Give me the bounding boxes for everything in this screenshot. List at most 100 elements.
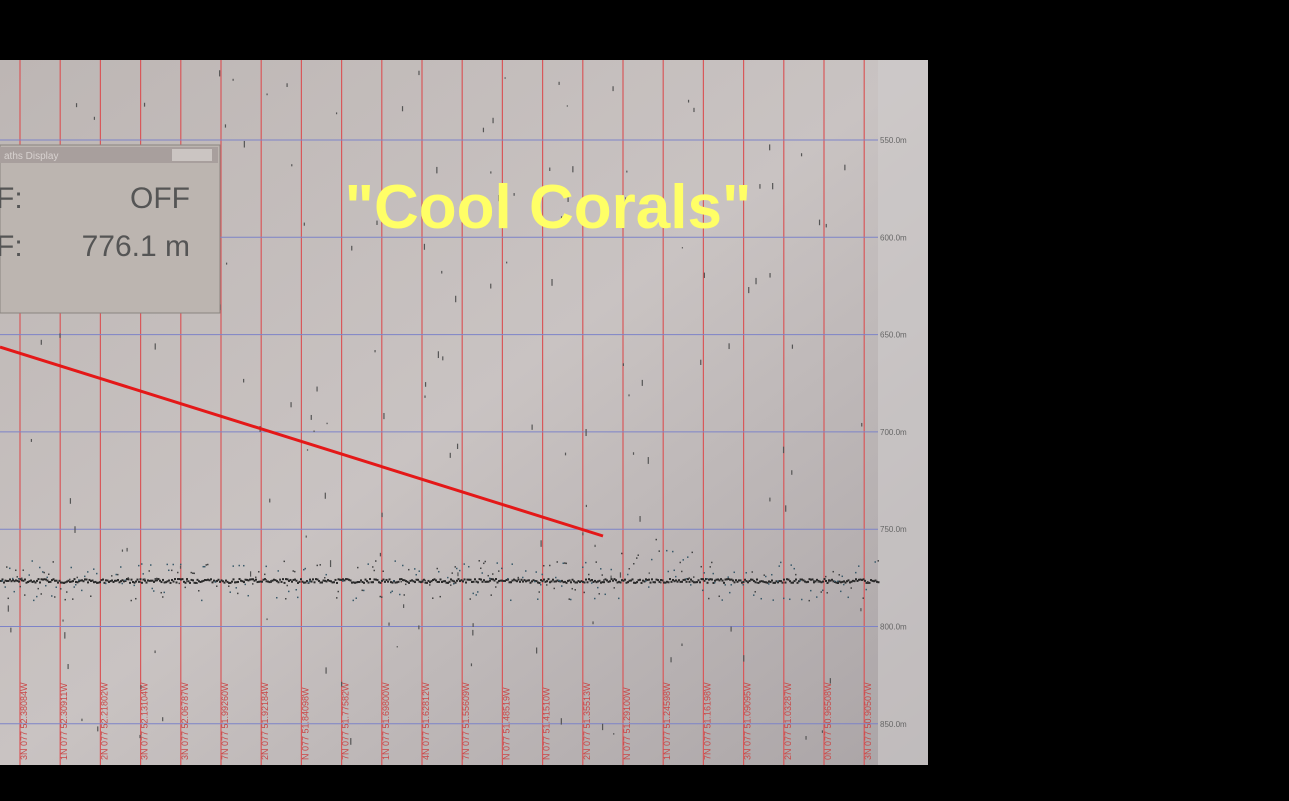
seabed-return — [352, 581, 355, 584]
seabed-return — [241, 580, 244, 583]
seabed-return — [795, 578, 797, 581]
noise-return — [139, 734, 141, 739]
seabed-return — [406, 580, 409, 583]
seabed-return — [46, 579, 49, 582]
scatter-return — [405, 583, 407, 586]
scatter-return — [655, 538, 657, 541]
scatter-return — [277, 570, 279, 572]
scatter-return — [283, 560, 285, 563]
seabed-return — [390, 581, 392, 584]
seabed-return — [81, 579, 83, 582]
seabed-return — [358, 581, 361, 584]
scatter-return — [265, 565, 267, 568]
noise-return — [59, 333, 61, 338]
seabed-return — [9, 578, 11, 581]
scatter-return — [402, 564, 404, 567]
scatter-return — [64, 598, 66, 601]
seabed-return — [87, 581, 89, 584]
scatter-return — [688, 577, 690, 579]
scatter-return — [60, 588, 62, 590]
seabed-return — [484, 580, 487, 583]
seabed-return — [55, 579, 58, 582]
seabed-return — [366, 580, 368, 583]
seabed-return — [259, 580, 262, 583]
seabed-return — [708, 578, 710, 581]
scatter-return — [534, 580, 536, 583]
scatter-return — [130, 599, 132, 602]
seabed-return — [750, 578, 752, 581]
scatter-return — [120, 566, 122, 568]
scatter-return — [456, 567, 458, 570]
position-label: N 077 51.41510W — [542, 687, 552, 760]
row-label: F: — [0, 182, 23, 215]
scatter-return — [472, 592, 474, 595]
scatter-return — [681, 570, 683, 573]
seabed-return — [432, 578, 434, 581]
seabed-return — [297, 581, 299, 584]
scatter-return — [690, 584, 692, 586]
seabed-return — [598, 579, 601, 582]
seabed-return — [609, 580, 611, 583]
scatter-return — [202, 565, 204, 568]
noise-return — [558, 81, 560, 85]
scatter-return — [421, 579, 423, 582]
seabed-return — [91, 579, 94, 582]
noise-return — [693, 107, 695, 113]
seabed-return — [337, 578, 340, 581]
noise-return — [861, 422, 863, 427]
noise-return — [619, 572, 622, 578]
scatter-return — [31, 560, 33, 562]
noise-return — [456, 443, 459, 449]
depth-label: 550.0m — [880, 136, 907, 145]
seabed-return — [522, 580, 524, 583]
seabed-return — [409, 579, 412, 582]
noise-return — [769, 144, 771, 151]
noise-return — [93, 116, 96, 120]
seabed-return — [51, 579, 53, 582]
scatter-return — [816, 596, 818, 598]
seabed-return — [468, 578, 470, 581]
scatter-return — [507, 577, 509, 580]
seabed-return — [510, 581, 512, 584]
seabed-return — [864, 579, 866, 582]
seabed-return — [408, 581, 410, 584]
seabed-return — [160, 581, 163, 584]
seabed-return — [721, 579, 724, 582]
noise-return — [10, 627, 12, 633]
seabed-return — [300, 578, 302, 581]
seabed-return — [22, 579, 25, 582]
scatter-return — [588, 573, 590, 576]
seabed-return — [111, 579, 113, 582]
position-label: 3N 077 52.38084W — [19, 682, 29, 760]
scatter-return — [522, 576, 524, 579]
scatter-return — [142, 573, 144, 575]
seabed-return — [742, 580, 745, 583]
seabed-return — [283, 581, 286, 584]
seabed-return — [636, 581, 638, 584]
scatter-return — [591, 582, 593, 584]
position-label: 3N 077 50.90507W — [863, 682, 873, 760]
noise-return — [700, 359, 702, 365]
seabed-return — [657, 579, 659, 582]
scatter-return — [40, 593, 42, 595]
seabed-return — [37, 578, 40, 581]
scatter-return — [393, 580, 395, 582]
seabed-return — [348, 578, 350, 581]
seabed-return — [157, 578, 160, 581]
seabed-return — [231, 580, 233, 583]
seabed-return — [411, 579, 413, 582]
seabed-return — [288, 579, 290, 582]
noise-return — [379, 552, 382, 557]
seabed-return — [12, 579, 14, 582]
seabed-return — [322, 579, 325, 582]
scatter-return — [247, 594, 249, 597]
seabed-return — [873, 580, 875, 583]
seabed-return — [762, 580, 764, 583]
scatter-return — [286, 584, 288, 587]
noise-return — [551, 279, 553, 286]
depth-label: 700.0m — [880, 428, 907, 437]
display-window: aths Display F: OFF F: 776.1 m — [0, 144, 221, 314]
noise-return — [818, 219, 821, 226]
scatter-return — [825, 575, 827, 578]
position-label: 2N 077 51.35513W — [582, 682, 592, 760]
